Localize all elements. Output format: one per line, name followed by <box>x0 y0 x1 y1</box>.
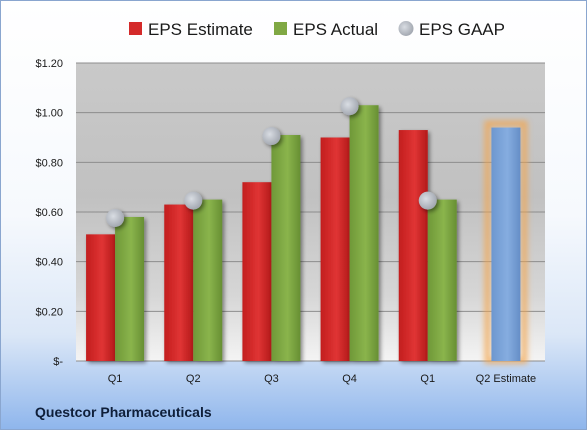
y-tick-label: $- <box>53 356 63 368</box>
legend-label-estimate: EPS Estimate <box>148 20 253 39</box>
x-axis-ticks: Q1 Q2 Q3 Q4 Q1 Q2 Estimate <box>108 373 536 385</box>
y-axis-ticks: $- $0.20 $0.40 $0.60 $0.80 $1.00 $1.20 <box>35 58 63 368</box>
gridlines <box>76 62 545 362</box>
bar-eps-estimate <box>164 204 194 361</box>
legend-swatch-estimate <box>129 22 142 35</box>
point-eps-gaap <box>262 127 281 146</box>
y-tick-label: $0.20 <box>35 306 63 318</box>
legend-label-gaap: EPS GAAP <box>419 20 505 39</box>
bar-eps-actual <box>193 199 223 361</box>
x-tick-label: Q1 <box>108 373 123 385</box>
bar-eps-estimate <box>86 234 116 361</box>
bars <box>86 105 528 364</box>
bar-eps-actual <box>271 135 301 361</box>
legend-swatch-actual <box>274 22 287 35</box>
bar-eps-estimate <box>320 137 350 361</box>
x-tick-label: Q3 <box>264 373 279 385</box>
bar-eps-actual <box>427 199 457 361</box>
bar-q2-estimate <box>491 127 521 361</box>
point-eps-gaap <box>106 208 125 227</box>
y-tick-label: $0.80 <box>35 157 63 169</box>
x-tick-label: Q2 Estimate <box>476 373 537 385</box>
x-tick-label: Q2 <box>186 373 201 385</box>
bar-eps-estimate <box>398 130 428 361</box>
legend-swatch-gaap <box>398 21 414 36</box>
company-name: Questcor Pharmaceuticals <box>35 404 212 420</box>
legend: EPS Estimate EPS Actual EPS GAAP <box>129 20 505 39</box>
point-eps-gaap <box>184 191 203 210</box>
bar-eps-actual <box>115 216 145 361</box>
bar-eps-estimate <box>242 182 272 361</box>
legend-label-actual: EPS Actual <box>293 20 378 39</box>
x-tick-label: Q1 <box>420 373 435 385</box>
point-eps-gaap <box>418 191 437 210</box>
y-tick-label: $0.60 <box>35 207 63 219</box>
x-tick-label: Q4 <box>342 373 357 385</box>
y-tick-label: $0.40 <box>35 257 63 269</box>
bar-eps-actual <box>349 105 379 361</box>
gaap-points <box>106 97 437 227</box>
y-tick-label: $1.00 <box>35 108 63 120</box>
point-eps-gaap <box>340 97 359 116</box>
y-tick-label: $1.20 <box>35 58 63 70</box>
